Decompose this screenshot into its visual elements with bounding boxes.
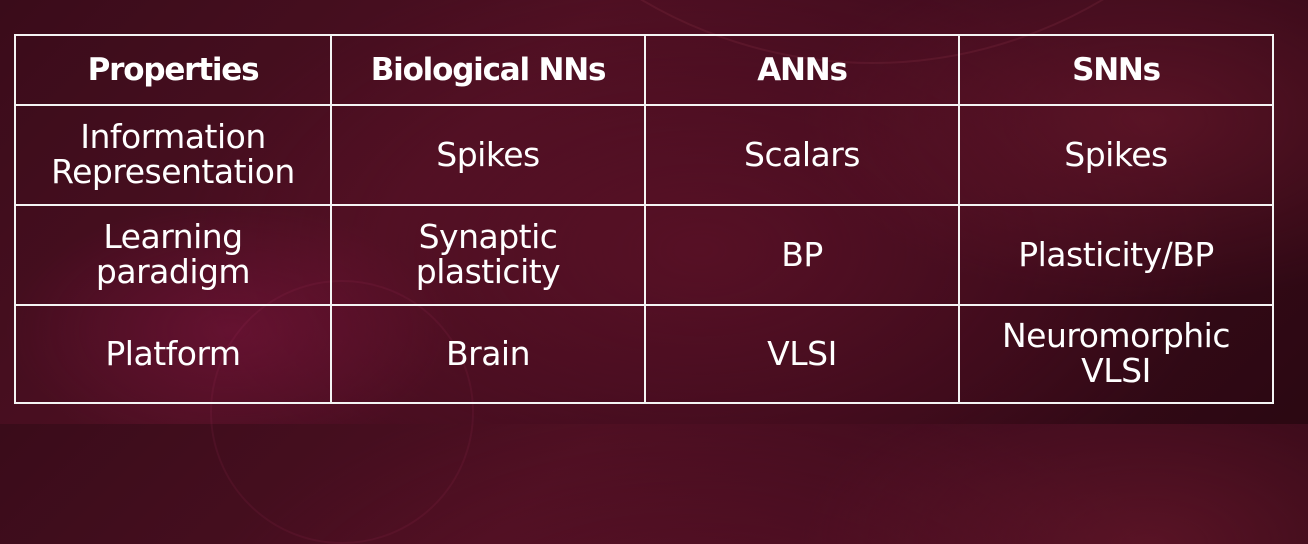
cell-text: VLSI	[1081, 351, 1151, 390]
comparison-table: Properties Biological NNs ANNs SNNs Info…	[14, 34, 1274, 404]
cell-text: BP	[781, 234, 823, 274]
table-header-row: Properties Biological NNs ANNs SNNs	[14, 34, 1274, 106]
cell-text: Information	[80, 117, 266, 157]
cell-snn: Plasticity/BP	[958, 204, 1274, 306]
cell-ann: Scalars	[644, 104, 960, 206]
cell-text: Scalars	[744, 134, 860, 174]
header-snns: SNNs	[958, 34, 1274, 106]
cell-text: Synaptic	[418, 217, 558, 257]
cell-ann: BP	[644, 204, 960, 306]
cell-biological: Brain	[330, 304, 646, 404]
cell-text: Spikes	[436, 134, 540, 174]
cell-text: Learning	[103, 217, 243, 257]
cell-text: Plasticity/BP	[1018, 234, 1214, 274]
header-properties: Properties	[14, 34, 332, 106]
cell-text: Neuromorphic	[1001, 316, 1231, 356]
cell-snn: Spikes	[958, 104, 1274, 206]
cell-property: Learning paradigm	[14, 204, 332, 306]
table-row-information-representation: Information Representation Spikes Scalar…	[14, 104, 1274, 206]
cell-text: Spikes	[1064, 134, 1168, 174]
cell-text: paradigm	[95, 252, 251, 291]
cell-text: Brain	[445, 333, 531, 373]
header-anns: ANNs	[644, 34, 960, 106]
cell-property: Platform	[14, 304, 332, 404]
cell-biological: Spikes	[330, 104, 646, 206]
cell-ann: VLSI	[644, 304, 960, 404]
cell-property: Information Representation	[14, 104, 332, 206]
table-row-learning-paradigm: Learning paradigm Synaptic plasticity BP…	[14, 204, 1274, 306]
table-row-platform: Platform Brain VLSI Neuromorphic VLSI	[14, 304, 1274, 404]
cell-text: Representation	[51, 152, 295, 191]
cell-biological: Synaptic plasticity	[330, 204, 646, 306]
cell-text: Platform	[105, 333, 241, 373]
header-biological-nns: Biological NNs	[330, 34, 646, 106]
cell-snn: Neuromorphic VLSI	[958, 304, 1274, 404]
cell-text: plasticity	[415, 252, 561, 291]
cell-text: VLSI	[767, 333, 837, 373]
